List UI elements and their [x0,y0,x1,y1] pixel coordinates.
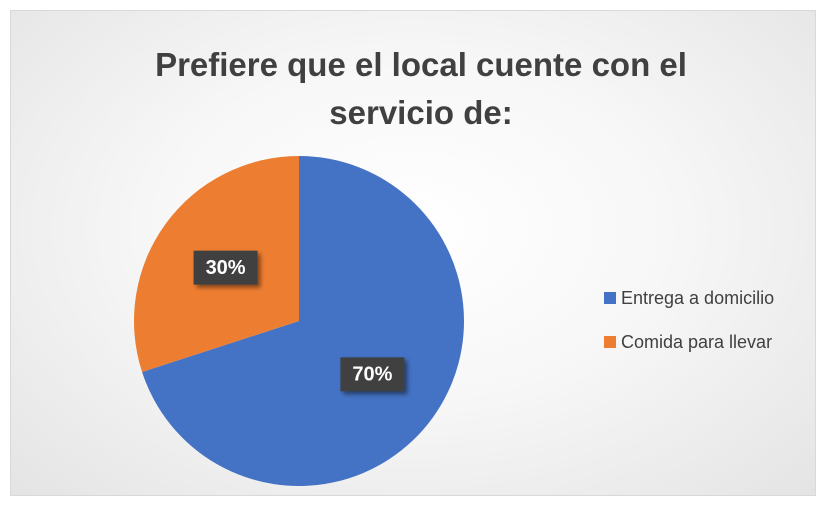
legend-swatch [604,336,616,348]
data-label: 30% [206,257,246,279]
legend-label: Entrega a domicilio [621,288,774,308]
chart: 70% 30% Entrega a domicilio Comida para lle… [134,156,774,487]
legend-swatch [604,292,616,304]
data-label: 70% [352,364,392,386]
chart-title: Prefiere que el local cuente con el serv… [155,46,687,131]
pie-slice [142,156,464,487]
data-label-box [340,357,405,392]
chart-area: Prefiere que el local cuente con el serv… [10,10,816,496]
data-label-box [193,250,258,285]
legend-label: Comida para llevar [621,332,772,352]
